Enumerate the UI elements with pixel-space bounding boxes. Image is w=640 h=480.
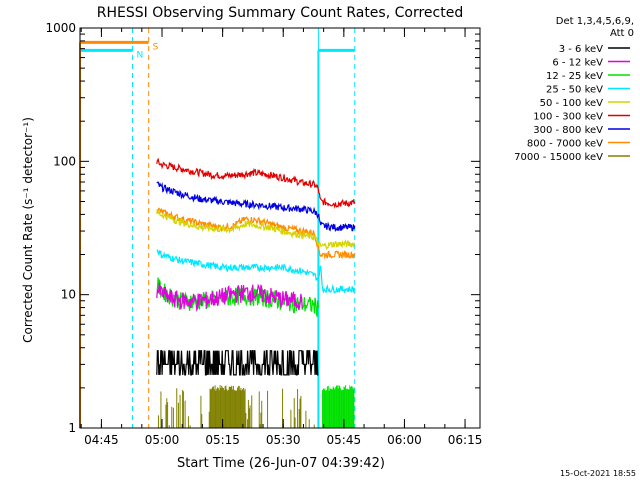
y-tick-label: 100	[53, 154, 76, 168]
y-tick-label: 1000	[45, 21, 76, 35]
x-tick-label: 06:00	[387, 433, 422, 447]
y-axis-label: Corrected Count Rate (s⁻¹ detector⁻¹)	[21, 117, 35, 343]
series-line-6-12keV	[156, 282, 303, 313]
x-tick-label: 05:30	[266, 433, 301, 447]
series-line-50-100keV	[156, 208, 356, 251]
legend-header-line: Det 1,3,4,5,6,9,	[556, 16, 634, 27]
legend-label: 25 - 50 keV	[546, 85, 603, 96]
series-line-800-7000keV	[156, 207, 356, 260]
legend-header-line: Att 0	[610, 28, 634, 39]
x-tick-label: 05:45	[327, 433, 362, 447]
y-tick-label: 1	[68, 421, 76, 435]
x-tick-label: 05:00	[145, 433, 180, 447]
legend-label: 12 - 25 keV	[546, 71, 603, 82]
axes: 1 10 100 1000 04:45 05:00 05:15 05:30 05:45 06:00…	[45, 21, 482, 447]
noise-band-1	[321, 385, 355, 428]
legend-label: 3 - 6 keV	[559, 44, 603, 55]
timestamp: 15-Oct-2021 18:55	[560, 469, 636, 478]
legend-label: 300 - 800 keV	[533, 125, 603, 136]
x-tick-label: 04:45	[84, 433, 119, 447]
series-line-300-800keV	[156, 181, 356, 233]
chart-title: RHESSI Observing Summary Count Rates, Co…	[97, 5, 463, 21]
legend: Det 1,3,4,5,6,9,Att 0 3 - 6 keV 6 - 12 keV…	[514, 16, 634, 163]
legend-label: 50 - 100 keV	[540, 98, 604, 109]
series-line-100-300keV	[156, 157, 356, 209]
series-line-3-6keV	[156, 350, 319, 376]
state-flag-label-1: S	[153, 42, 159, 52]
plot-frame	[79, 27, 481, 429]
x-tick-label: 05:15	[205, 433, 240, 447]
legend-label: 7000 - 15000 keV	[514, 152, 603, 163]
x-axis-label: Start Time (26-Jun-07 04:39:42)	[177, 456, 385, 471]
legend-label: 800 - 7000 keV	[527, 139, 603, 150]
x-tick-label: 06:15	[448, 433, 483, 447]
y-tick-label: 10	[61, 288, 76, 302]
state-flag-label-0: N	[137, 50, 144, 60]
noise-band-0	[157, 385, 315, 428]
legend-label: 100 - 300 keV	[533, 112, 603, 123]
legend-label: 6 - 12 keV	[552, 58, 603, 69]
series-line-25-50keV	[156, 249, 356, 294]
